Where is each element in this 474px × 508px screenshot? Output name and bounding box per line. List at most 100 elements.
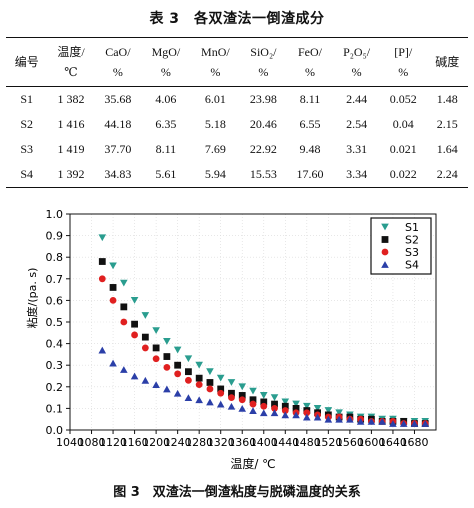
data-point [217, 385, 225, 393]
data-point [195, 396, 203, 404]
table-cell: 0.052 [389, 92, 417, 106]
column-header-unit: % [304, 65, 315, 79]
data-point [130, 297, 139, 304]
table-cell: 1 382 [57, 92, 85, 106]
table-cell: 2.44 [346, 92, 368, 106]
data-point [184, 355, 193, 363]
data-point [271, 405, 278, 412]
data-point [281, 398, 290, 406]
y-tick-label: 1.0 [46, 208, 64, 221]
data-point [313, 405, 322, 412]
column-header: 温度/ ℃ [47, 38, 94, 87]
data-point [185, 368, 192, 376]
column-header-unit: ℃ [64, 65, 78, 79]
table-cell: 0.021 [389, 142, 417, 156]
column-header-name: CaO/ [105, 45, 131, 59]
data-point [141, 344, 149, 352]
data-point [120, 318, 128, 326]
data-point [109, 297, 117, 304]
data-point [163, 385, 171, 393]
column-header-unit: % [112, 65, 123, 79]
data-point [120, 303, 128, 311]
column-header: MgO/% [141, 38, 190, 87]
legend-label: S1 [405, 221, 419, 234]
data-point [206, 368, 214, 376]
viscosity-chart: 1040 1080 1120 1160 1200 1240 1280 1320 1360 1400… [0, 206, 474, 474]
data-point [195, 374, 203, 382]
data-point [249, 400, 257, 408]
slag-composition-table: 编号 温度/℃ CaO/% MgO/% MnO/% SiO₂/% FeO/% P₂O₅/% [P… [6, 37, 468, 188]
x-tick-label: 1480 [293, 436, 321, 449]
table-cell: 1 392 [57, 167, 85, 181]
data-point [206, 379, 214, 386]
table-cell: 44.18 [104, 117, 132, 131]
x-tick-label: 1120 [99, 436, 127, 449]
table-cell: 1.64 [436, 142, 458, 156]
data-point [185, 376, 192, 384]
column-header: SiO₂/% [240, 38, 287, 87]
data-point [227, 379, 236, 386]
data-point [378, 417, 386, 425]
data-point [98, 258, 106, 265]
table-cell: 0.04 [392, 117, 414, 131]
column-header-name: 编号 [14, 55, 39, 69]
table-cell: 20.46 [249, 117, 277, 131]
data-point [410, 420, 419, 427]
data-point [313, 413, 322, 421]
data-point [356, 417, 365, 425]
table-cell: 23.98 [249, 92, 277, 106]
table-cell: S3 [20, 142, 34, 156]
column-header-name: 温度/ [57, 45, 85, 59]
data-point [228, 394, 235, 401]
column-header: 编号 [6, 38, 47, 87]
table-cell: 3.31 [346, 142, 368, 156]
table-cell: 5.94 [204, 167, 226, 181]
column-header-name: SiO₂/ [250, 45, 277, 59]
legend-label: S2 [405, 234, 419, 247]
table-cell: S4 [20, 167, 34, 181]
data-point [130, 372, 139, 380]
data-point [271, 400, 278, 408]
table-cell: 8.11 [155, 142, 177, 156]
data-point [184, 394, 193, 401]
table-row: S1 1 382 35.68 4.06 6.01 23.98 8.11 2.44 0.052 1.… [6, 87, 468, 113]
y-tick-label: 0.3 [46, 359, 64, 372]
data-point [120, 279, 128, 287]
column-header: 碱度 [427, 38, 469, 87]
data-point [260, 398, 268, 406]
column-header-name: MnO/ [201, 45, 230, 59]
data-point [152, 355, 160, 363]
table-cell: 2.24 [436, 167, 458, 181]
data-point [120, 366, 128, 373]
data-point [335, 415, 343, 423]
data-point [227, 402, 236, 410]
table-row: S3 1 419 37.70 8.11 7.69 22.92 9.48 3.31 0.021 1.… [6, 137, 468, 162]
data-point [303, 413, 311, 421]
column-header: P₂O₅/% [333, 38, 380, 87]
x-tick-label: 1360 [228, 436, 256, 449]
column-header: MnO/% [191, 38, 240, 87]
y-tick-label: 0.0 [46, 424, 64, 437]
table-cell: 3.34 [346, 167, 368, 181]
data-point [174, 370, 182, 378]
data-point [292, 400, 300, 408]
data-point [163, 338, 171, 345]
x-tick-label: 1640 [379, 436, 407, 449]
column-header-name: FeO/ [297, 45, 322, 59]
y-tick-label: 0.9 [46, 230, 64, 243]
data-point [324, 415, 333, 423]
data-point [195, 361, 203, 369]
x-tick-label: 1240 [164, 436, 192, 449]
data-point [238, 405, 247, 412]
column-header-unit: % [258, 65, 269, 79]
x-tick-label: 1080 [78, 436, 106, 449]
data-point [281, 407, 289, 414]
x-tick-label: 1680 [400, 436, 428, 449]
data-point [206, 385, 214, 393]
data-point [131, 320, 138, 328]
legend-marker [381, 261, 389, 268]
column-header: FeO/% [287, 38, 334, 87]
x-tick-label: 1560 [336, 436, 364, 449]
y-tick-label: 0.7 [46, 273, 64, 286]
data-point [367, 417, 376, 425]
